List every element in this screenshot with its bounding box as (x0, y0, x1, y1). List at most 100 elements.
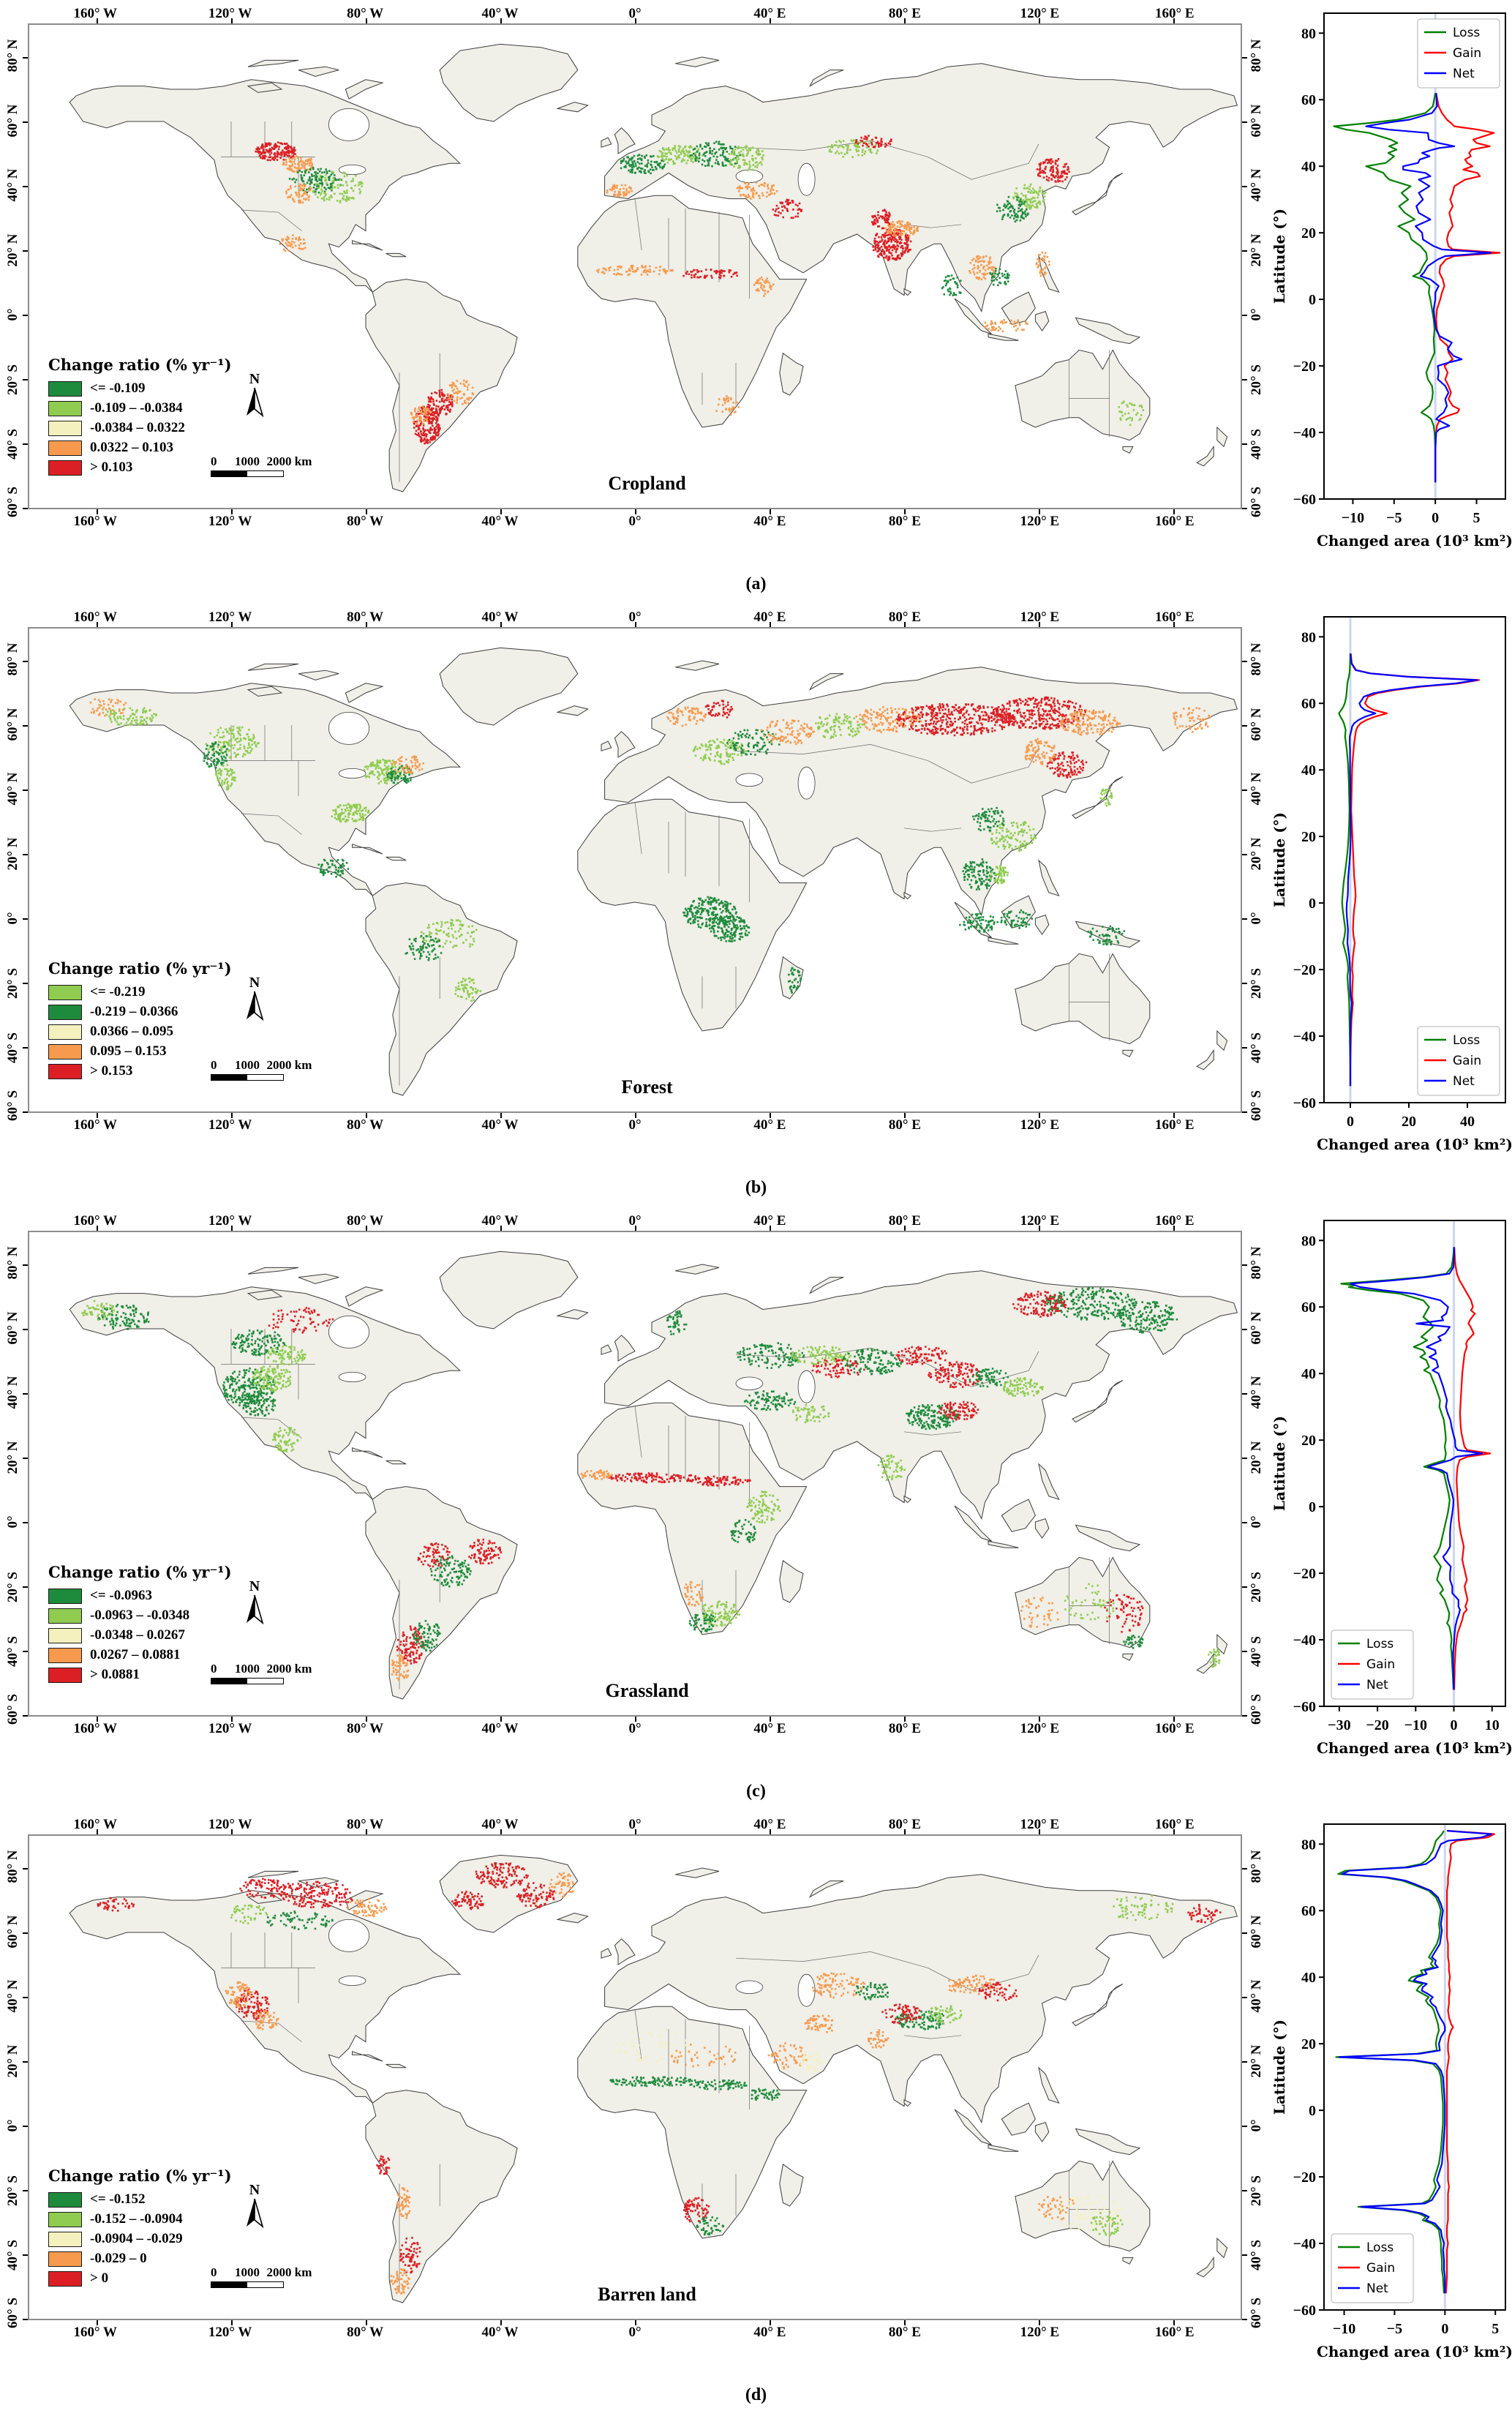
scale-bar-fill (211, 1679, 247, 1684)
axis-tick (23, 508, 28, 509)
legend-swatch (48, 1044, 82, 1060)
axis-tick (1242, 1458, 1247, 1459)
legend-class-label: 0.0322 – 0.103 (90, 440, 173, 456)
axis-tick (1242, 121, 1247, 123)
axis-tick (1242, 2190, 1247, 2191)
scale-tick: 1000 (235, 2265, 260, 2280)
axis-tick (1173, 1226, 1175, 1231)
y-tick-label: −20 (1293, 359, 1316, 375)
axis-tick (1242, 1868, 1247, 1869)
axis-tick (1242, 1329, 1247, 1330)
y-tick-label: 20 (1301, 225, 1316, 241)
axis-tick (23, 1393, 28, 1395)
lat-label: 40° S (5, 1636, 21, 1667)
axis-tick (1242, 1586, 1247, 1588)
axis-tick (23, 186, 28, 187)
x-axis-label: Changed area (10³ km²) (1317, 1739, 1511, 1757)
chart-legend-label: Loss (1366, 1637, 1393, 1651)
y-tick-label: −20 (1293, 1566, 1316, 1582)
north-letter: N (240, 372, 269, 386)
lon-label: 0° (628, 514, 641, 530)
y-tick-label: 60 (1301, 92, 1316, 108)
map-legend-rows: <= -0.0963-0.0963 – -0.0348-0.0348 – 0.0… (48, 1588, 232, 1683)
lat-label: 0° (1249, 309, 1265, 321)
legend-swatch (48, 1628, 82, 1643)
series-net (1347, 653, 1477, 1086)
chart-legend-label: Loss (1453, 1033, 1480, 1048)
y-tick-label: −40 (1293, 1632, 1316, 1649)
y-tick-label: 0 (1309, 1499, 1316, 1515)
legend-class-label: -0.109 – -0.0384 (90, 400, 183, 416)
legend-swatch (48, 1064, 82, 1079)
axis-tick (23, 2254, 28, 2256)
scale-tick: 1000 (235, 454, 260, 469)
axis-tick (231, 622, 233, 627)
map-legend-rows: <= -0.109-0.109 – -0.0384-0.0384 – 0.032… (48, 380, 232, 476)
lat-label: 20° N (1249, 1441, 1265, 1474)
chart-legend-label: Loss (1366, 2240, 1393, 2255)
legend-class-row: <= -0.0963 (48, 1588, 232, 1604)
lat-label: 20° S (5, 364, 21, 395)
lat-label: 60° N (5, 1915, 21, 1948)
axis-tick (904, 622, 906, 627)
north-letter: N (240, 975, 269, 990)
lat-label: 40° N (5, 1376, 21, 1409)
axis-tick (23, 1522, 28, 1523)
legend-class-label: > 0.0881 (90, 1667, 140, 1683)
axis-tick (23, 2126, 28, 2127)
axis-tick (770, 18, 771, 23)
axis-tick (23, 315, 28, 316)
legend-swatch (48, 985, 82, 1000)
lon-label: 160° E (1155, 2325, 1195, 2341)
lat-label: 40° N (5, 1980, 21, 2013)
lat-label: 20° S (1249, 1572, 1265, 1602)
map-frame: Change ratio (% yr⁻¹) <= -0.152-0.152 – … (28, 1834, 1242, 2320)
legend-class-row: -0.0904 – -0.029 (48, 2231, 232, 2247)
lat-label: 60° S (5, 1090, 21, 1121)
lon-label: 40° W (482, 514, 519, 530)
scale-tick: 0 (211, 1058, 217, 1073)
lat-label: 20° N (1249, 837, 1265, 870)
lon-label: 80° E (889, 1721, 921, 1737)
lat-label: 20° N (1249, 233, 1265, 266)
lon-label: 160° W (73, 1721, 117, 1737)
axis-tick (500, 18, 502, 23)
axis-tick (23, 1264, 28, 1266)
scale-bar-fill (211, 471, 247, 476)
lon-label: 160° W (73, 514, 117, 530)
axis-tick (366, 1829, 367, 1834)
axis-tick (1173, 18, 1175, 23)
y-tick-label: −40 (1293, 1029, 1316, 1045)
panel-caption: (d) (0, 2385, 1512, 2407)
legend-class-row: -0.152 – -0.0904 (48, 2211, 232, 2227)
x-axis-label: Changed area (10³ km²) (1317, 532, 1511, 550)
scale-tick: 2000 km (266, 454, 312, 469)
legend-class-row: <= -0.152 (48, 2191, 232, 2208)
lon-label: 120° W (208, 1213, 252, 1229)
lat-label: 60° S (5, 1694, 21, 1725)
scale-tick: 2000 km (266, 2265, 312, 2280)
y-tick-label: −20 (1293, 962, 1316, 978)
chart-legend-label: Net (1453, 67, 1475, 81)
legend-class-row: > 0.103 (48, 460, 232, 476)
chart-legend-label: Net (1366, 1678, 1388, 1692)
axis-tick (231, 1226, 233, 1231)
x-axis-label: Changed area (10³ km²) (1317, 2343, 1511, 2360)
axis-tick (635, 1829, 636, 1834)
lon-label: 160° W (73, 1213, 117, 1229)
chart-legend-label: Net (1453, 1074, 1475, 1089)
legend-class-row: > 0.153 (48, 1063, 232, 1079)
axis-tick (1242, 725, 1247, 727)
lon-label: 120° W (208, 514, 252, 530)
lat-label: 60° N (1249, 1915, 1265, 1948)
lon-label: 40° E (753, 1721, 786, 1737)
axis-tick (23, 1111, 28, 1113)
